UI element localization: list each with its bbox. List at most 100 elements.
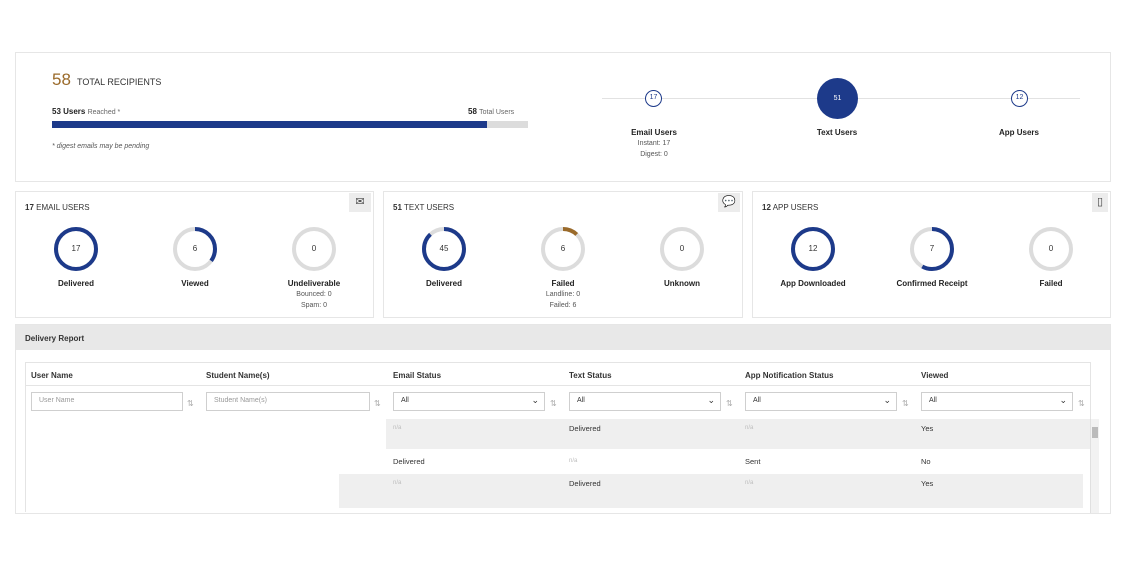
donut-track — [292, 227, 336, 271]
cell-email-status: Delivered — [393, 457, 425, 466]
total-recipients-label: TOTAL RECIPIENTS — [77, 77, 162, 87]
email-card-title: 17 EMAIL USERS — [25, 203, 90, 212]
users-reached-count: 53 Users — [52, 107, 86, 116]
text-failed-value: 6 — [560, 244, 566, 253]
donut-arc — [54, 227, 98, 271]
table-row[interactable]: n/a Delivered n/a Yes — [339, 474, 1083, 508]
table-row[interactable]: Delivered n/a Sent No — [339, 452, 1083, 473]
text-users-label: Text Users — [816, 128, 858, 137]
donut-track — [1029, 227, 1073, 271]
sort-icon[interactable]: ⇅ — [187, 399, 194, 408]
col-email-status[interactable]: Email Status — [393, 371, 442, 380]
delivery-report: Delivery Report User Name Student Name(s… — [15, 324, 1111, 514]
donut-arc — [541, 227, 585, 271]
sort-icon[interactable]: ⇅ — [374, 399, 381, 408]
text-landline-count: Landline: 0 — [545, 291, 581, 298]
text-status-select[interactable]: All ⌄ — [569, 392, 721, 411]
app-users-label: App Users — [998, 128, 1039, 137]
student-name-filter[interactable]: Student Name(s) — [206, 392, 370, 411]
cell-app-status: n/a — [745, 425, 754, 431]
chevron-down-icon: ⌄ — [1059, 395, 1067, 405]
digest-note: * digest emails may be pending — [52, 143, 150, 150]
total-users: 58 Total Users — [468, 107, 514, 116]
envelope-icon[interactable]: ✉ — [349, 193, 371, 212]
col-student-names[interactable]: Student Name(s) — [206, 371, 270, 380]
email-delivered-label: Delivered — [57, 279, 95, 288]
col-app-status[interactable]: App Notification Status — [745, 371, 834, 380]
email-status-value: All — [401, 397, 409, 404]
sort-icon[interactable]: ⇅ — [902, 399, 909, 408]
viewed-value: All — [929, 397, 937, 404]
email-undeliverable-value: 0 — [311, 244, 317, 253]
users-reached: 53 Users Reached * — [52, 107, 120, 116]
email-users-card: 17 EMAIL USERS ✉ 17 Delivered 6 Viewed 0… — [15, 191, 374, 318]
recipients-summary: 58 TOTAL RECIPIENTS 53 Users Reached * 5… — [15, 52, 1111, 182]
email-undeliverable-donut: 0 — [290, 225, 338, 273]
scrollbar-thumb[interactable] — [1092, 427, 1098, 438]
sort-icon[interactable]: ⇅ — [1078, 399, 1085, 408]
email-viewed-donut: 6 — [171, 225, 219, 273]
table-row[interactable]: n/a Delivered n/a Yes — [386, 419, 1090, 449]
cell-app-status: n/a — [745, 480, 754, 486]
app-status-select[interactable]: All ⌄ — [745, 392, 897, 411]
app-confirmed-value: 7 — [929, 244, 935, 253]
email-digest-count: Digest: 0 — [640, 151, 668, 158]
sort-icon[interactable]: ⇅ — [726, 399, 733, 408]
donut-arc — [791, 227, 835, 271]
app-downloaded-label: App Downloaded — [780, 279, 846, 288]
app-card-title: 12 APP USERS — [762, 203, 818, 212]
total-recipients-count: 58 — [52, 70, 71, 89]
email-undeliverable-label: Undeliverable — [287, 279, 341, 288]
text-failed-label: Failed — [551, 279, 575, 288]
text-delivered-label: Delivered — [425, 279, 463, 288]
sort-icon[interactable]: ⇅ — [550, 399, 557, 408]
user-name-filter[interactable]: User Name — [31, 392, 183, 411]
viewed-select[interactable]: All ⌄ — [921, 392, 1073, 411]
text-failed-donut: 6 — [539, 225, 587, 273]
app-card-title-text: APP USERS — [772, 203, 819, 212]
email-instant-count: Instant: 17 — [637, 140, 671, 147]
email-status-select[interactable]: All ⌄ — [393, 392, 545, 411]
app-downloaded-value: 12 — [808, 244, 818, 253]
text-delivered-value: 45 — [439, 244, 449, 253]
chat-bubble-icon[interactable]: 💬 — [718, 193, 740, 212]
app-failed-label: Failed — [1039, 279, 1063, 288]
text-users-node: 51 — [817, 78, 858, 119]
email-card-title-text: EMAIL USERS — [36, 203, 90, 212]
header-divider — [26, 385, 1090, 386]
text-failed-count: Failed: 6 — [549, 302, 577, 309]
col-viewed[interactable]: Viewed — [921, 371, 949, 380]
donut-arc — [173, 227, 217, 271]
app-failed-donut: 0 — [1027, 225, 1075, 273]
chevron-down-icon: ⌄ — [531, 395, 539, 405]
email-users-label: Email Users — [631, 128, 677, 137]
col-user-name[interactable]: User Name — [31, 371, 73, 380]
donut-track — [660, 227, 704, 271]
report-table-body: n/a Delivered n/a Yes Delivered n/a Sent… — [26, 419, 1092, 513]
email-delivered-value: 17 — [71, 244, 81, 253]
app-status-value: All — [753, 397, 761, 404]
cell-viewed: Yes — [921, 424, 934, 433]
email-viewed-label: Viewed — [181, 279, 209, 288]
app-downloaded-donut: 12 — [789, 225, 837, 273]
email-card-count: 17 — [25, 203, 34, 212]
phone-icon[interactable]: ▯ — [1092, 193, 1108, 212]
cell-email-status: n/a — [393, 480, 402, 486]
text-users-card: 51 TEXT USERS 💬 45 Delivered 6 Failed La… — [383, 191, 743, 318]
app-users-card: 12 APP USERS ▯ 12 App Downloaded 7 Confi… — [752, 191, 1111, 318]
email-spam-count: Spam: 0 — [300, 302, 328, 309]
text-unknown-donut: 0 — [658, 225, 706, 273]
total-users-count: 58 — [468, 107, 477, 116]
cell-text-status: n/a — [569, 458, 578, 464]
text-status-value: All — [577, 397, 585, 404]
cell-viewed: Yes — [921, 479, 934, 488]
text-unknown-label: Unknown — [664, 279, 700, 288]
text-delivered-donut: 45 — [420, 225, 468, 273]
email-users-node: 17 — [645, 90, 662, 107]
col-text-status[interactable]: Text Status — [569, 371, 612, 380]
email-bounced-count: Bounced: 0 — [296, 291, 332, 298]
table-scrollbar[interactable] — [1090, 419, 1099, 513]
report-header-bar: Delivery Report — [16, 325, 1110, 350]
chevron-down-icon: ⌄ — [707, 395, 715, 405]
cell-viewed: No — [921, 457, 931, 466]
